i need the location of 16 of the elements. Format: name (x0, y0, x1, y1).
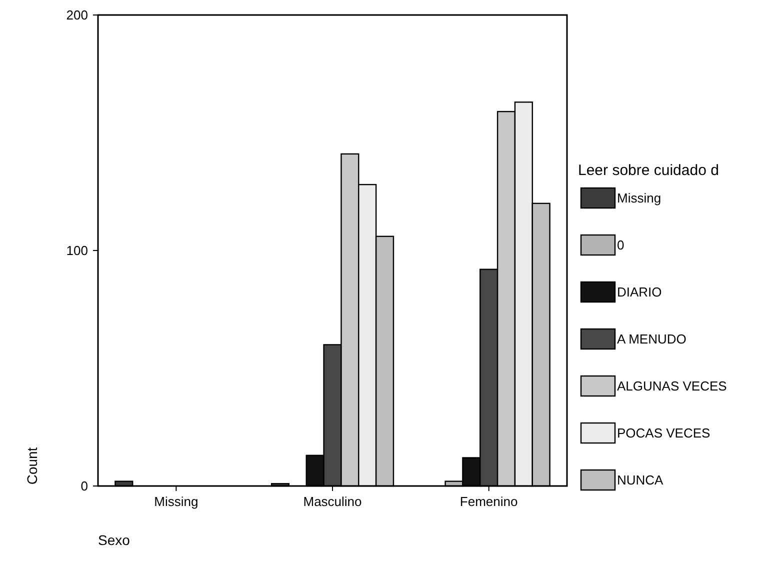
x-axis-title: Sexo (98, 532, 130, 548)
y-axis-title: Count (24, 447, 40, 485)
legend-label: NUNCA (617, 472, 664, 488)
legend-label: Missing (617, 190, 662, 206)
legend-title: Leer sobre cuidado d (578, 162, 719, 179)
legend-label: A MENUDO (617, 332, 686, 347)
legend-label: POCAS VECES (617, 426, 711, 441)
x-tick-label: Femenino (460, 494, 518, 509)
y-tick-label: 0 (80, 478, 88, 494)
x-tick-label: Missing (154, 494, 198, 509)
y-tick-label: 100 (66, 243, 88, 258)
legend-label: DIARIO (617, 284, 662, 300)
legend-label: ALGUNAS VECES (617, 378, 728, 394)
legend-label: 0 (617, 238, 624, 253)
y-tick-label: 200 (66, 8, 88, 23)
x-tick-label: Masculino (303, 494, 362, 509)
